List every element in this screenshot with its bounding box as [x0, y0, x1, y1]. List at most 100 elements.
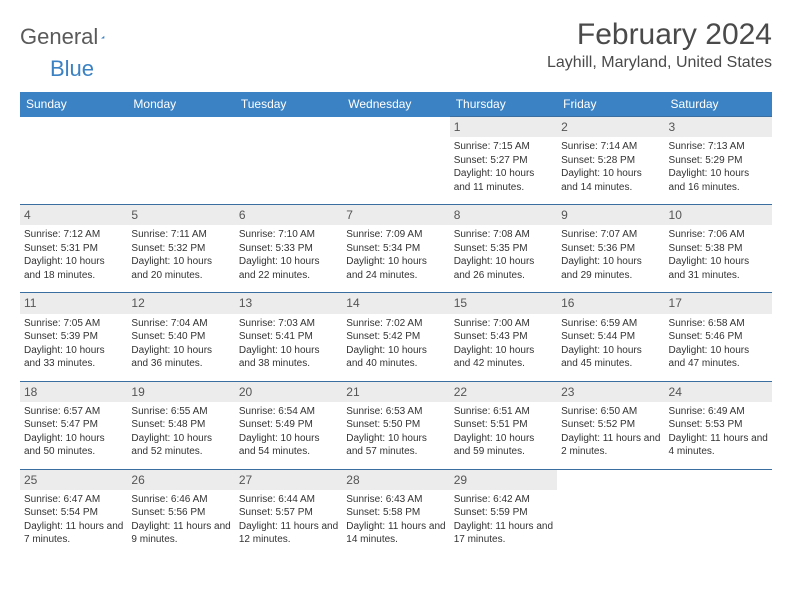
- calendar-cell: 20Sunrise: 6:54 AMSunset: 5:49 PMDayligh…: [235, 381, 342, 469]
- day-number: 2: [557, 117, 664, 137]
- sunset-text: Sunset: 5:46 PM: [669, 330, 768, 344]
- day-number: 16: [557, 293, 664, 313]
- sunrise-text: Sunrise: 6:46 AM: [131, 493, 230, 507]
- sunset-text: Sunset: 5:48 PM: [131, 418, 230, 432]
- sunrise-text: Sunrise: 6:55 AM: [131, 405, 230, 419]
- col-friday: Friday: [557, 92, 664, 117]
- day-number: 26: [127, 470, 234, 490]
- day-header-row: Sunday Monday Tuesday Wednesday Thursday…: [20, 92, 772, 117]
- calendar-cell: 17Sunrise: 6:58 AMSunset: 5:46 PMDayligh…: [665, 293, 772, 381]
- sunrise-text: Sunrise: 6:51 AM: [454, 405, 553, 419]
- sunset-text: Sunset: 5:52 PM: [561, 418, 660, 432]
- sunset-text: Sunset: 5:27 PM: [454, 154, 553, 168]
- brand-part2: Blue: [50, 56, 94, 81]
- calendar-cell: 28Sunrise: 6:43 AMSunset: 5:58 PMDayligh…: [342, 469, 449, 557]
- sunset-text: Sunset: 5:49 PM: [239, 418, 338, 432]
- daylight-text: Daylight: 10 hours and 52 minutes.: [131, 432, 230, 459]
- calendar-cell: 18Sunrise: 6:57 AMSunset: 5:47 PMDayligh…: [20, 381, 127, 469]
- day-number: 15: [450, 293, 557, 313]
- calendar-cell: 24Sunrise: 6:49 AMSunset: 5:53 PMDayligh…: [665, 381, 772, 469]
- day-number: 14: [342, 293, 449, 313]
- day-number: 11: [20, 293, 127, 313]
- calendar-cell: 15Sunrise: 7:00 AMSunset: 5:43 PMDayligh…: [450, 293, 557, 381]
- calendar-row: 11Sunrise: 7:05 AMSunset: 5:39 PMDayligh…: [20, 293, 772, 381]
- daylight-text: Daylight: 10 hours and 57 minutes.: [346, 432, 445, 459]
- sunset-text: Sunset: 5:36 PM: [561, 242, 660, 256]
- daylight-text: Daylight: 10 hours and 16 minutes.: [669, 167, 768, 194]
- sunset-text: Sunset: 5:41 PM: [239, 330, 338, 344]
- calendar-row: 18Sunrise: 6:57 AMSunset: 5:47 PMDayligh…: [20, 381, 772, 469]
- calendar-cell: 25Sunrise: 6:47 AMSunset: 5:54 PMDayligh…: [20, 469, 127, 557]
- daylight-text: Daylight: 10 hours and 18 minutes.: [24, 255, 123, 282]
- day-number: 21: [342, 382, 449, 402]
- day-number: 19: [127, 382, 234, 402]
- calendar-row: 4Sunrise: 7:12 AMSunset: 5:31 PMDaylight…: [20, 205, 772, 293]
- calendar-cell: 1Sunrise: 7:15 AMSunset: 5:27 PMDaylight…: [450, 117, 557, 205]
- daylight-text: Daylight: 10 hours and 26 minutes.: [454, 255, 553, 282]
- sunset-text: Sunset: 5:44 PM: [561, 330, 660, 344]
- calendar-cell: 3Sunrise: 7:13 AMSunset: 5:29 PMDaylight…: [665, 117, 772, 205]
- sunrise-text: Sunrise: 7:13 AM: [669, 140, 768, 154]
- sunrise-text: Sunrise: 6:53 AM: [346, 405, 445, 419]
- calendar-cell: 27Sunrise: 6:44 AMSunset: 5:57 PMDayligh…: [235, 469, 342, 557]
- sunrise-text: Sunrise: 6:42 AM: [454, 493, 553, 507]
- daylight-text: Daylight: 10 hours and 20 minutes.: [131, 255, 230, 282]
- daylight-text: Daylight: 10 hours and 36 minutes.: [131, 344, 230, 371]
- brand-logo: General: [20, 18, 121, 50]
- day-number: 17: [665, 293, 772, 313]
- sunset-text: Sunset: 5:56 PM: [131, 506, 230, 520]
- day-number: 3: [665, 117, 772, 137]
- day-number: 10: [665, 205, 772, 225]
- calendar-cell: 5Sunrise: 7:11 AMSunset: 5:32 PMDaylight…: [127, 205, 234, 293]
- calendar-cell: 16Sunrise: 6:59 AMSunset: 5:44 PMDayligh…: [557, 293, 664, 381]
- calendar-cell: [665, 469, 772, 557]
- day-number: 7: [342, 205, 449, 225]
- sunset-text: Sunset: 5:33 PM: [239, 242, 338, 256]
- col-monday: Monday: [127, 92, 234, 117]
- calendar-cell: 21Sunrise: 6:53 AMSunset: 5:50 PMDayligh…: [342, 381, 449, 469]
- daylight-text: Daylight: 10 hours and 40 minutes.: [346, 344, 445, 371]
- calendar-cell: [235, 117, 342, 205]
- calendar-row: 25Sunrise: 6:47 AMSunset: 5:54 PMDayligh…: [20, 469, 772, 557]
- calendar-cell: 23Sunrise: 6:50 AMSunset: 5:52 PMDayligh…: [557, 381, 664, 469]
- brand-triangle-icon: [101, 28, 104, 46]
- calendar-cell: [20, 117, 127, 205]
- calendar-cell: 19 Sunrise: 6:55 AMSunset: 5:48 PMDayligh…: [127, 381, 234, 469]
- daylight-text: Daylight: 10 hours and 59 minutes.: [454, 432, 553, 459]
- sunset-text: Sunset: 5:43 PM: [454, 330, 553, 344]
- sunset-text: Sunset: 5:31 PM: [24, 242, 123, 256]
- day-number: 6: [235, 205, 342, 225]
- daylight-text: Daylight: 10 hours and 22 minutes.: [239, 255, 338, 282]
- sunrise-text: Sunrise: 7:11 AM: [131, 228, 230, 242]
- day-number: 25: [20, 470, 127, 490]
- calendar-cell: 2Sunrise: 7:14 AMSunset: 5:28 PMDaylight…: [557, 117, 664, 205]
- sunset-text: Sunset: 5:54 PM: [24, 506, 123, 520]
- calendar-row: 1Sunrise: 7:15 AMSunset: 5:27 PMDaylight…: [20, 117, 772, 205]
- sunrise-text: Sunrise: 6:50 AM: [561, 405, 660, 419]
- sunrise-text: Sunrise: 7:08 AM: [454, 228, 553, 242]
- brand-part1: General: [20, 24, 98, 50]
- calendar-page: General February 2024 Layhill, Maryland,…: [0, 0, 792, 567]
- sunset-text: Sunset: 5:51 PM: [454, 418, 553, 432]
- daylight-text: Daylight: 11 hours and 4 minutes.: [669, 432, 768, 459]
- day-number: 8: [450, 205, 557, 225]
- calendar-cell: 6Sunrise: 7:10 AMSunset: 5:33 PMDaylight…: [235, 205, 342, 293]
- day-number: 27: [235, 470, 342, 490]
- day-number: 24: [665, 382, 772, 402]
- sunrise-text: Sunrise: 7:05 AM: [24, 317, 123, 331]
- calendar-cell: [127, 117, 234, 205]
- calendar-cell: 10Sunrise: 7:06 AMSunset: 5:38 PMDayligh…: [665, 205, 772, 293]
- day-number: 1: [450, 117, 557, 137]
- day-number: 18: [20, 382, 127, 402]
- day-number: 5: [127, 205, 234, 225]
- calendar-cell: 9Sunrise: 7:07 AMSunset: 5:36 PMDaylight…: [557, 205, 664, 293]
- calendar-cell: [342, 117, 449, 205]
- sunrise-text: Sunrise: 6:49 AM: [669, 405, 768, 419]
- calendar-cell: [557, 469, 664, 557]
- sunrise-text: Sunrise: 7:07 AM: [561, 228, 660, 242]
- day-number: 23: [557, 382, 664, 402]
- calendar-table: Sunday Monday Tuesday Wednesday Thursday…: [20, 92, 772, 557]
- calendar-cell: 11Sunrise: 7:05 AMSunset: 5:39 PMDayligh…: [20, 293, 127, 381]
- col-thursday: Thursday: [450, 92, 557, 117]
- sunrise-text: Sunrise: 7:02 AM: [346, 317, 445, 331]
